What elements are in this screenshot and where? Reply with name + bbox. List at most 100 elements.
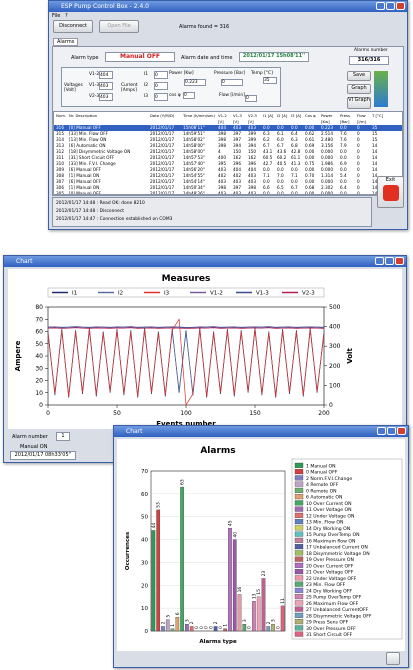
maximize-button[interactable] bbox=[385, 257, 394, 265]
label: Power [Kw] bbox=[169, 71, 194, 76]
table-cell: 316 bbox=[56, 125, 64, 130]
table-cell: 0.61 bbox=[305, 137, 315, 142]
maximize-button[interactable] bbox=[386, 2, 395, 10]
table-cell: 394 bbox=[233, 143, 241, 148]
minimize-button[interactable] bbox=[376, 2, 385, 10]
table-cell: 0.0 bbox=[340, 191, 347, 195]
legend-swatch bbox=[294, 512, 304, 518]
vi-graph-button[interactable]: VI Graph bbox=[347, 97, 371, 109]
y2-tick-label: 200 bbox=[329, 363, 341, 370]
minimize-button[interactable] bbox=[375, 257, 384, 265]
table-cell: 0 bbox=[357, 155, 360, 160]
bar-label: 0 bbox=[208, 626, 214, 629]
bar bbox=[266, 626, 271, 632]
save-button[interactable]: Save bbox=[347, 71, 371, 81]
tab[interactable]: Alarms bbox=[53, 38, 79, 46]
graph-button[interactable]: Graph bbox=[347, 84, 371, 94]
table-cell: 14h54'14'' bbox=[183, 179, 206, 184]
table-cell: 0 bbox=[357, 161, 360, 166]
y2-axis-label: Volt bbox=[346, 348, 354, 364]
chart-title: Alarms bbox=[200, 446, 235, 456]
alarm-date: 2012/01/17 15h08'11'' bbox=[239, 52, 309, 62]
bar-label: 2 bbox=[266, 621, 272, 624]
legend-swatch bbox=[294, 519, 304, 525]
table-cell: 6.7 bbox=[291, 185, 298, 190]
bar-label: 2 bbox=[213, 621, 219, 624]
y-tick-label: 0 bbox=[145, 629, 149, 635]
x-tick-label: 50 bbox=[113, 410, 121, 417]
legend-label: 20 Over Current OFF bbox=[306, 563, 354, 569]
table-cell: 0.0 bbox=[263, 179, 270, 184]
header-cell: V1-2 [V] bbox=[218, 113, 227, 124]
table-cell: 0.000 bbox=[321, 155, 333, 160]
y2-tick-label: 400 bbox=[329, 324, 341, 331]
table-cell: [33] Min. F.V.I. Change bbox=[69, 161, 116, 166]
y-tick-label: 70 bbox=[141, 469, 148, 475]
print-button[interactable] bbox=[386, 652, 400, 665]
table-cell: 403 bbox=[233, 191, 241, 195]
table-cell: 0.0 bbox=[277, 191, 284, 195]
bar-label: 53 bbox=[156, 502, 162, 508]
maximize-button[interactable] bbox=[387, 427, 396, 435]
header-cell: V1-3 [V] bbox=[233, 113, 242, 124]
table-cell: 6.5 bbox=[277, 185, 284, 190]
table-cell: 310 bbox=[56, 161, 64, 166]
close-button[interactable] bbox=[395, 257, 404, 265]
menu-file[interactable]: File bbox=[52, 13, 61, 19]
minimize-button[interactable] bbox=[377, 427, 386, 435]
x-tick-label: 200 bbox=[318, 410, 330, 417]
table-cell: 0.00 bbox=[305, 125, 315, 130]
table-cell: 0.000 bbox=[321, 149, 333, 154]
bar-label: 45 bbox=[227, 520, 233, 526]
x-axis-label: Alarms type bbox=[199, 639, 237, 645]
table-cell: 402 bbox=[218, 173, 226, 178]
table-cell: 40.5 bbox=[277, 161, 287, 166]
label: cos φ bbox=[169, 93, 181, 98]
table-cell: 403 bbox=[218, 179, 226, 184]
header-cell: T [°C] bbox=[372, 113, 384, 118]
legend-swatch bbox=[294, 487, 304, 493]
table-cell: 14h50'34'' bbox=[183, 185, 206, 190]
y-tick-label: 10 bbox=[35, 390, 43, 397]
legend-label: 6 Automatic ON bbox=[306, 495, 342, 501]
table-cell: 14 bbox=[372, 155, 378, 160]
legend-swatch bbox=[294, 525, 304, 531]
menu-help[interactable]: ? bbox=[65, 13, 68, 19]
table-cell: 399 bbox=[248, 137, 256, 142]
bar bbox=[252, 601, 256, 632]
open-file-button[interactable]: Open File bbox=[99, 20, 139, 33]
bar bbox=[151, 530, 156, 632]
close-button[interactable] bbox=[397, 427, 406, 435]
table-cell: 15 bbox=[372, 137, 378, 142]
legend-label: 30 Over Pressure OFF bbox=[306, 626, 356, 632]
bar-label: 13 bbox=[251, 593, 257, 599]
table-cell: 2012/01/17 bbox=[150, 173, 175, 178]
y-tick-label: 60 bbox=[141, 492, 148, 498]
bar-label: 40 bbox=[232, 532, 238, 538]
legend-swatch bbox=[294, 494, 304, 500]
label: Pressure [Bar] bbox=[214, 71, 246, 76]
legend-swatch bbox=[294, 531, 304, 537]
table-cell: 4 bbox=[218, 149, 221, 154]
legend-swatch bbox=[294, 606, 304, 612]
table-cell: 395 bbox=[218, 161, 226, 166]
bar-label: 2 bbox=[189, 621, 195, 624]
table-cell: 6.9 bbox=[340, 161, 347, 166]
table-cell: 396 bbox=[233, 161, 241, 166]
disconnect-button[interactable]: Disconnect bbox=[53, 20, 93, 33]
bar-label: 3 bbox=[271, 619, 277, 622]
y-tick-label: 40 bbox=[141, 538, 148, 544]
x-tick-label: 150 bbox=[249, 410, 261, 417]
legend-swatch bbox=[294, 506, 304, 512]
table-cell: 7.9 bbox=[340, 143, 347, 148]
table-cell: 0.0 bbox=[277, 179, 284, 184]
close-button[interactable] bbox=[396, 2, 405, 10]
bar bbox=[170, 628, 175, 632]
table-cell: 398 bbox=[218, 131, 226, 136]
table-cell: 7.1 bbox=[291, 173, 298, 178]
exit-button[interactable]: Exit bbox=[377, 176, 404, 208]
legend-swatch bbox=[294, 569, 304, 575]
table-cell: 403 bbox=[248, 191, 256, 195]
table-cell: 0.000 bbox=[321, 179, 333, 184]
